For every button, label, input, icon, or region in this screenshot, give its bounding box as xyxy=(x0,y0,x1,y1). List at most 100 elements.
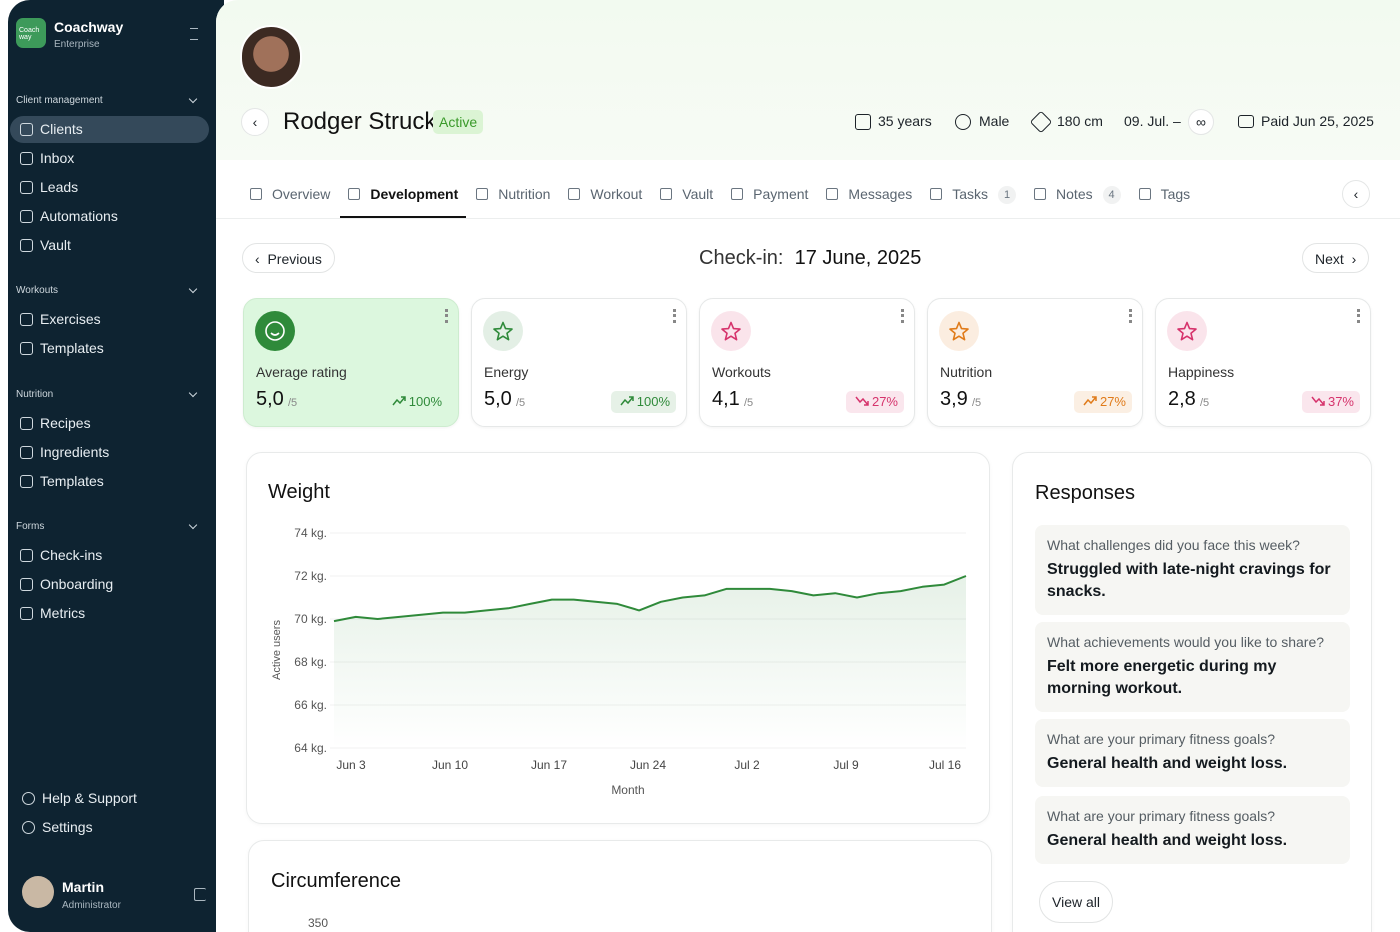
user-role: Administrator xyxy=(62,900,121,911)
nav-item[interactable]: Metrics xyxy=(10,600,209,627)
trend-path xyxy=(620,396,634,406)
nav-item[interactable]: Help & Support xyxy=(12,785,211,812)
x-tick-label: Jun 24 xyxy=(630,758,666,772)
card-scale: /5 xyxy=(288,397,298,409)
nav-item[interactable]: Onboarding xyxy=(10,571,209,598)
nav-icon xyxy=(20,475,33,488)
nav-icon xyxy=(20,607,33,620)
icon-star xyxy=(493,321,513,341)
collapse-button[interactable]: ‹ xyxy=(1342,180,1370,208)
change-badge: 27% xyxy=(845,391,904,413)
responses-card: Responses View all What challenges did y… xyxy=(1012,452,1372,932)
card-label: Nutrition xyxy=(940,364,993,380)
section-toggle[interactable] xyxy=(188,520,198,530)
nav-item[interactable]: Automations xyxy=(10,203,209,230)
rating-card: Energy 5,0/5 100% xyxy=(471,298,687,427)
user-avatar xyxy=(22,876,54,908)
checkin-date: 17 June, 2025 xyxy=(794,247,922,269)
next-button[interactable]: Next › xyxy=(1302,243,1370,273)
nav-item[interactable]: Settings xyxy=(12,814,211,841)
tab[interactable]: Payment xyxy=(753,186,809,202)
rating-card: Nutrition 3,9/5 27% xyxy=(927,298,1143,427)
y-tick-label: 350 xyxy=(308,916,329,930)
previous-label: Previous xyxy=(267,251,322,267)
tabs-divider xyxy=(216,218,1400,219)
logout-button[interactable] xyxy=(194,888,206,901)
tab[interactable]: Nutrition xyxy=(498,186,551,202)
nav-item[interactable]: Leads xyxy=(10,174,209,201)
response-answer: Felt more energetic during my morning wo… xyxy=(1047,658,1277,697)
responses-title: Responses xyxy=(1035,482,1136,504)
nav-item[interactable]: Inbox xyxy=(10,145,209,172)
workspace-switch[interactable] xyxy=(190,28,198,40)
back-button[interactable]: ‹ xyxy=(241,108,269,136)
sidebar: Coach way Coachway Enterprise Client man… xyxy=(8,0,224,932)
logo: Coach way xyxy=(16,18,46,48)
circumference-card: Circumference 350 xyxy=(248,840,992,932)
tab[interactable]: Tags xyxy=(1160,186,1191,202)
card-scale: /5 xyxy=(1200,397,1210,409)
x-axis-label: Month xyxy=(611,783,644,797)
tab[interactable]: Workout xyxy=(590,186,643,202)
card-menu[interactable] xyxy=(1357,309,1360,323)
rating-card: Average rating 5,0/5 100% xyxy=(243,298,459,427)
tab[interactable]: Development xyxy=(370,186,459,202)
card-value: 4,1 xyxy=(712,388,740,410)
tab[interactable]: Overview xyxy=(272,186,331,202)
tab[interactable]: Messages xyxy=(848,186,913,202)
tab[interactable]: Vault xyxy=(682,186,714,202)
change-value: 27% xyxy=(1099,394,1126,409)
nav-item[interactable]: Templates xyxy=(10,335,209,362)
icon-face xyxy=(265,321,285,341)
card-label: Happiness xyxy=(1168,364,1235,380)
rating-card: Happiness 2,8/5 37% xyxy=(1155,298,1371,427)
section-toggle[interactable] xyxy=(188,284,198,294)
tab[interactable]: Notes xyxy=(1056,186,1093,202)
section-toggle[interactable] xyxy=(188,94,198,104)
nav-icon xyxy=(22,792,35,805)
x-tick-label: Jun 10 xyxy=(432,758,468,772)
card-menu[interactable] xyxy=(673,309,676,323)
rating-icon xyxy=(939,311,979,351)
nav-label: Clients xyxy=(40,121,83,137)
nav-item[interactable]: Recipes xyxy=(10,410,209,437)
tab-icon xyxy=(1034,188,1047,200)
y-axis-label: Active users xyxy=(271,620,283,680)
tab[interactable]: Tasks xyxy=(952,186,989,202)
view-all-button[interactable]: View all xyxy=(1039,881,1113,923)
nav-item[interactable]: Clients xyxy=(10,116,209,143)
nav-item[interactable]: Ingredients xyxy=(10,439,209,466)
nav-icon xyxy=(22,821,35,834)
card-menu[interactable] xyxy=(901,309,904,323)
icon-shape xyxy=(493,321,513,341)
nav-icon xyxy=(20,549,33,562)
nav-item[interactable]: Templates xyxy=(10,468,209,495)
change-badge: 37% xyxy=(1301,391,1360,413)
card-label: Workouts xyxy=(712,364,771,380)
y-tick-label: 68 kg. xyxy=(294,655,327,669)
icon-shape xyxy=(265,321,285,341)
nav-item[interactable]: Check-ins xyxy=(10,542,209,569)
tab-icon xyxy=(568,188,581,200)
rating-icon xyxy=(711,311,751,351)
icon-shape xyxy=(1177,321,1197,341)
icon-shape xyxy=(949,321,969,341)
nav-label: Automations xyxy=(40,208,118,224)
age: 35 years xyxy=(878,113,932,129)
x-tick-label: Jun 3 xyxy=(336,758,366,772)
icon xyxy=(1238,115,1254,128)
height: 180 cm xyxy=(1057,113,1103,129)
section-toggle[interactable] xyxy=(188,388,198,398)
previous-button[interactable]: ‹ Previous xyxy=(242,243,335,273)
card-menu[interactable] xyxy=(445,309,448,323)
card-menu[interactable] xyxy=(1129,309,1132,323)
tab-badge: 4 xyxy=(1102,186,1121,204)
nav-item[interactable]: Exercises xyxy=(10,306,209,333)
paid-status: Paid Jun 25, 2025 xyxy=(1261,113,1374,129)
nav-label: Vault xyxy=(40,237,71,253)
tab-icon xyxy=(731,188,744,200)
start-date: 09. Jul. xyxy=(1124,113,1170,129)
nav-item[interactable]: Vault xyxy=(10,232,209,259)
card-scale: /5 xyxy=(516,397,526,409)
